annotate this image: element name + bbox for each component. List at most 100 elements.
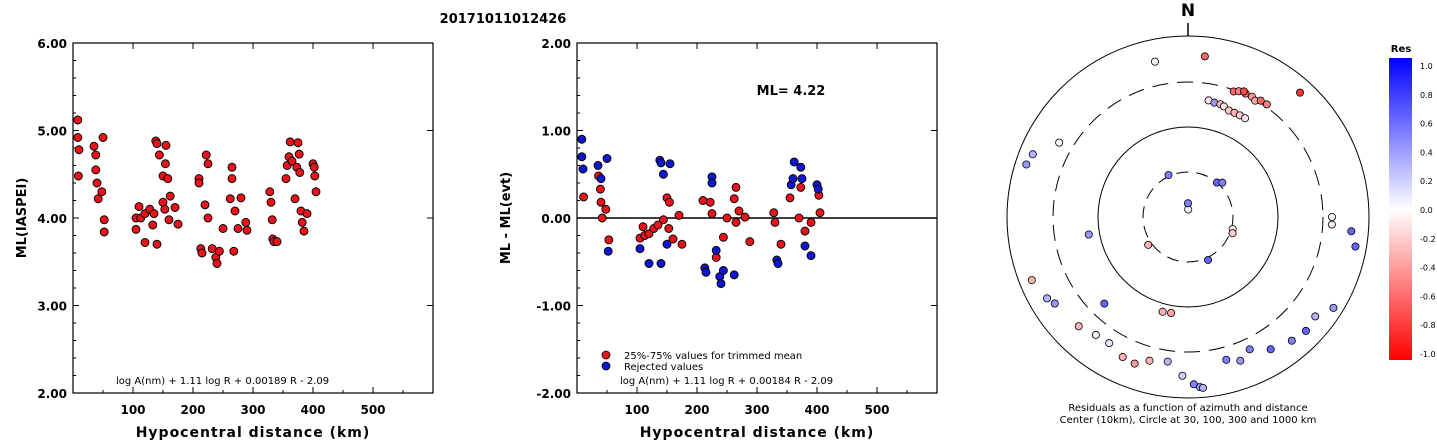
trimmed-point (707, 209, 717, 219)
x-tick-label: 500 (864, 403, 889, 417)
station-point (1198, 383, 1207, 392)
data-point (311, 187, 321, 197)
y-tick-label: 5.00 (37, 125, 67, 139)
station-point (1028, 150, 1037, 159)
data-point (161, 140, 171, 150)
north-label: N (1181, 1, 1195, 21)
data-point (227, 162, 237, 172)
rejected-point (596, 174, 606, 184)
data-point (74, 145, 84, 155)
station-point (1245, 345, 1254, 354)
station-point (1130, 359, 1139, 368)
ring-300km (1052, 81, 1324, 353)
colorbar-tick-label: -1.0 (1420, 350, 1436, 359)
trimmed-point (718, 232, 728, 242)
station-point (1091, 330, 1100, 339)
y-tick-label: 1.00 (541, 125, 571, 139)
station-point (1236, 356, 1245, 365)
colorbar-tick-label: -0.2 (1420, 235, 1436, 244)
rejected-point (789, 157, 799, 167)
y-tick-label: 2.00 (37, 387, 67, 401)
data-point (163, 174, 173, 184)
station-point (1295, 88, 1304, 97)
station-point (1043, 294, 1052, 303)
station-point (1178, 371, 1187, 380)
data-point (214, 246, 224, 256)
station-point (1055, 138, 1064, 147)
trimmed-point (734, 206, 744, 216)
plot-frame (72, 42, 434, 394)
station-point (1351, 242, 1360, 251)
data-point (287, 156, 297, 166)
station-point (1164, 171, 1173, 180)
data-point (165, 191, 175, 201)
trimmed-point (806, 217, 816, 227)
y-tick-label: 6.00 (37, 37, 67, 51)
station-point (1329, 303, 1338, 312)
trimmed-point (601, 204, 611, 214)
data-point (99, 227, 109, 237)
trimmed-point (796, 182, 806, 192)
x-tick-label: 400 (300, 403, 325, 417)
formula-label: log A(nm) + 1.11 log R + 0.00184 R - 2.0… (620, 376, 833, 387)
legend-label-rejected: Rejected values (624, 362, 703, 373)
rejected-point (773, 259, 783, 268)
colorbar-gradient (1389, 58, 1412, 360)
trimmed-point (815, 208, 825, 218)
data-point (99, 215, 109, 225)
y-tick-label: 2.00 (541, 37, 571, 51)
station-point (1105, 339, 1114, 348)
colorbar-tick-label: -0.6 (1420, 292, 1436, 301)
data-point (272, 237, 282, 247)
x-tick-label: 400 (804, 403, 829, 417)
rejected-point (718, 266, 728, 275)
rejected-point (603, 246, 613, 256)
trimmed-point (769, 208, 779, 218)
x-axis-label: Hypocentral distance (km) (136, 425, 371, 441)
station-point (1167, 308, 1176, 317)
station-point (1184, 199, 1193, 208)
station-point (1347, 227, 1356, 236)
colorbar-label: Res (1391, 44, 1411, 55)
trimmed-point (729, 194, 739, 204)
trimmed-point (722, 213, 732, 223)
data-point (164, 215, 174, 225)
data-point (173, 219, 183, 229)
rejected-point (656, 259, 666, 268)
y-tick-label: -2.00 (536, 387, 571, 401)
data-point (218, 224, 228, 233)
trimmed-point (698, 196, 708, 205)
data-point (197, 248, 207, 258)
rejected-point (788, 174, 798, 184)
rejected-point (635, 244, 645, 254)
station-point (1266, 345, 1275, 354)
station-point (1311, 312, 1320, 321)
trimmed-point (800, 226, 810, 236)
trimmed-point (705, 197, 715, 207)
trimmed-point (674, 210, 684, 220)
legend-marker-trimmed (601, 350, 611, 360)
data-point (299, 226, 309, 236)
x-tick-label: 300 (240, 403, 265, 417)
rejected-point (577, 134, 587, 144)
data-point (148, 220, 158, 230)
trimmed-point (745, 237, 755, 247)
data-point (93, 194, 103, 204)
trimmed-point (579, 192, 589, 202)
data-point (89, 141, 99, 151)
event-id-title: 20171011012426 (440, 12, 567, 27)
rejected-point (578, 164, 588, 174)
data-point (149, 209, 159, 219)
data-point (229, 246, 239, 256)
rejected-point (593, 161, 603, 170)
trimmed-point (776, 239, 786, 249)
data-point (310, 171, 320, 181)
ring-1000km (1006, 35, 1370, 399)
data-point (293, 138, 303, 148)
caption-line-1: Residuals as a function of azimuth and d… (1068, 403, 1307, 414)
station-point (1022, 160, 1031, 169)
station-point (1074, 322, 1083, 331)
residual-colorbar: Res 1.0 0.8 0.6 0.4 0.2 0.0 -0.2 -0.4 -0.6 -0.8 -1… (1389, 44, 1436, 360)
data-point (91, 165, 101, 175)
